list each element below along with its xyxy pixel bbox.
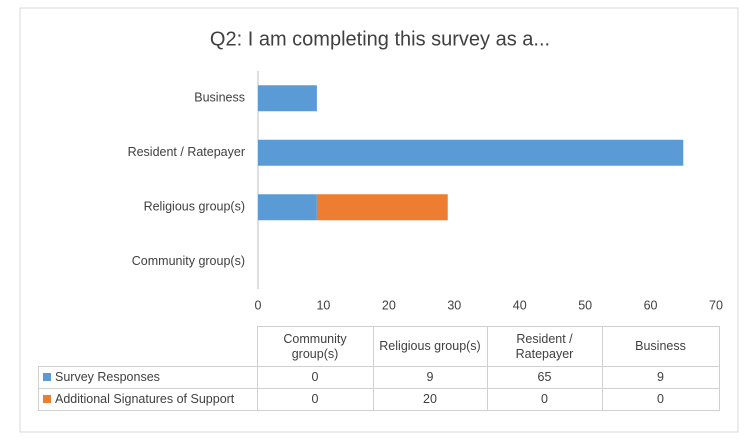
x-tick-label: 60 [644,298,658,312]
table-header-cell: Resident / Ratepayer [486,326,603,367]
legend-entry: Additional Signatures of Support [38,388,258,411]
y-tick-label: Resident / Ratepayer [128,145,245,159]
table-value: 0 [256,366,374,389]
legend-swatch [43,373,51,381]
table-header-row: Community group(s) Religious group(s) Resi… [38,326,720,367]
y-tick-label: Business [194,91,245,105]
table-value: 9 [372,366,488,389]
legend-entry: Survey Responses [38,366,258,389]
x-tick-label: 0 [255,298,262,312]
table-row: Additional Signatures of Support 0 20 0 0 [38,388,720,411]
x-tick-label: 50 [578,298,592,312]
table-value: 0 [256,388,374,411]
legend-label: Additional Signatures of Support [55,392,235,406]
legend-label: Survey Responses [55,370,160,384]
x-tick-label: 20 [382,298,396,312]
legend-swatch [43,395,51,403]
y-tick-label: Community group(s) [132,254,245,268]
x-tick-label: 70 [709,298,723,312]
table-corner [38,326,258,367]
table-header-cell: Community group(s) [256,326,374,367]
table-header-cell: Religious group(s) [372,326,488,367]
bar [258,85,317,112]
table-row: Survey Responses 0 9 65 9 [38,366,720,389]
data-table: Community group(s) Religious group(s) Resi… [38,326,720,411]
x-tick-label: 10 [316,298,330,312]
table-value: 65 [486,366,603,389]
table-header-cell: Business [601,326,720,367]
bar [258,194,317,221]
bar [316,194,448,221]
table-value: 0 [601,388,720,411]
chart-title: Q2: I am completing this survey as a... [210,28,550,50]
table-value: 20 [372,388,488,411]
x-tick-label: 30 [447,298,461,312]
y-tick-label: Religious group(s) [144,200,245,214]
bar [258,139,684,166]
x-tick-label: 40 [513,298,527,312]
table-value: 9 [601,366,720,389]
table-value: 0 [486,388,603,411]
